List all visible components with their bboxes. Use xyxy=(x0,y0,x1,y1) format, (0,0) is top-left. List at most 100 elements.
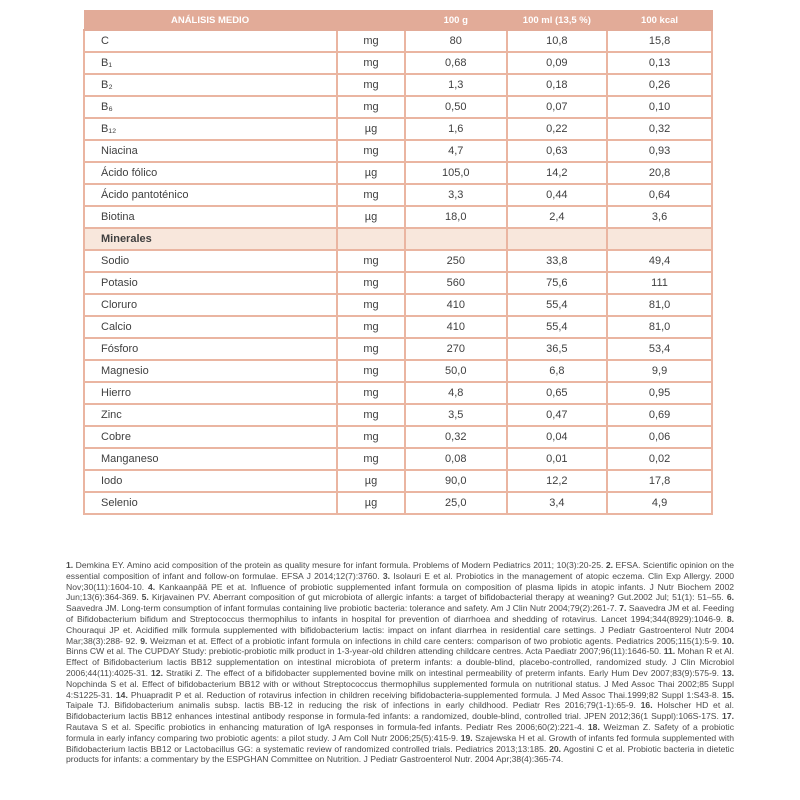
value-100g-cell: 3,5 xyxy=(403,403,508,427)
unit-cell: µg xyxy=(336,205,406,229)
table-row: Fósforo mg 270 36,5 53,4 xyxy=(82,337,713,361)
unit-cell: mg xyxy=(336,139,406,163)
table-row: Ácido fólico µg 105,0 14,2 20,8 xyxy=(82,161,713,185)
value-100g-cell: 0,32 xyxy=(403,425,508,449)
reference-number: 1. xyxy=(66,560,74,570)
reference-item: 18. Weizman Z. Safety of a probiotic for… xyxy=(66,721,734,743)
value-100g-cell: 250 xyxy=(403,249,508,273)
reference-item: 9. Weizman et at. Effect of a probiotic … xyxy=(140,635,723,646)
reference-item: 19. Szajewska H et al. Growth of infants… xyxy=(66,732,734,754)
reference-item: 16. Holscher HD et al. Bifidobacterium l… xyxy=(66,700,734,722)
nutrient-name-cell: Ácido pantoténico xyxy=(82,183,339,207)
unit-cell: mg xyxy=(336,95,406,119)
table-row: Niacina mg 4,7 0,63 0,93 xyxy=(82,139,713,163)
value-100g-cell: 4,8 xyxy=(403,381,508,405)
value-100kcal-cell: 0,02 xyxy=(606,447,713,471)
value-100g-cell: 25,0 xyxy=(403,491,508,515)
nutrient-name-cell: Iodo xyxy=(82,469,339,493)
nutrient-name-cell: Manganeso xyxy=(82,447,339,471)
unit-cell: µg xyxy=(336,117,406,141)
value-100ml-cell: 0,47 xyxy=(505,403,609,427)
value-100kcal-cell xyxy=(606,227,713,251)
value-100g-cell: 560 xyxy=(403,271,508,295)
value-100ml-cell: 0,65 xyxy=(505,381,609,405)
value-100g-cell: 50,0 xyxy=(403,359,508,383)
section-label: Minerales xyxy=(82,227,339,251)
nutrient-name-cell: Biotina xyxy=(82,205,339,229)
reference-item: 14. Phuapradit P et al. Reduction of rot… xyxy=(115,689,723,700)
reference-item: 11. Mohan R et Al. Effect of Bifidobacte… xyxy=(66,646,734,678)
reference-number: 16. xyxy=(640,700,653,711)
value-100g-cell: 410 xyxy=(403,293,508,317)
nutrient-name-cell: Magnesio xyxy=(82,359,339,383)
reference-item: 6. Saavedra JM. Long-term consumption of… xyxy=(66,592,734,614)
nutrient-name-cell: Hierro xyxy=(82,381,339,405)
value-100g-cell: 80 xyxy=(403,29,508,53)
value-100ml-cell: 2,4 xyxy=(505,205,609,229)
nutrient-name-cell: Niacina xyxy=(82,139,339,163)
reference-number: 2. xyxy=(605,560,614,570)
unit-cell: mg xyxy=(336,425,406,449)
nutrient-name-cell: Cloruro xyxy=(82,293,339,317)
reference-number: 6. xyxy=(726,592,734,603)
value-100ml-cell: 0,09 xyxy=(505,51,609,75)
unit-cell: mg xyxy=(336,381,406,405)
analysis-table: ANÁLISIS MEDIO 100 g 100 ml (13,5 %) 100… xyxy=(82,10,713,515)
reference-item: 12. Stratiki Z. The effect of a bifidoba… xyxy=(151,667,723,678)
value-100kcal-cell: 0,95 xyxy=(606,381,713,405)
value-100g-cell: 0,68 xyxy=(403,51,508,75)
table-row: B₁₂ µg 1,6 0,22 0,32 xyxy=(82,117,713,141)
unit-cell: mg xyxy=(336,183,406,207)
value-100kcal-cell: 81,0 xyxy=(606,293,713,317)
reference-number: 11. xyxy=(663,646,676,657)
value-100ml-cell: 0,44 xyxy=(505,183,609,207)
value-100ml-cell: 10,8 xyxy=(505,29,609,53)
value-100kcal-cell: 3,6 xyxy=(606,205,713,229)
nutrient-name-cell: Ácido fólico xyxy=(82,161,339,185)
reference-item: 13. Nopchinda S et al. Effect of bifidob… xyxy=(66,667,734,700)
reference-item: 5. Kirjavainen PV. Aberrant composition … xyxy=(141,592,727,603)
unit-cell: mg xyxy=(336,293,406,317)
reference-item: 8. Chouraqui JP et. Acidified milk formu… xyxy=(66,613,734,646)
unit-cell: mg xyxy=(336,51,406,75)
reference-item: 1. Demkina EY. Amino acid composition of… xyxy=(66,560,606,570)
unit-column-header xyxy=(336,10,406,31)
unit-cell: mg xyxy=(336,249,406,273)
value-100kcal-cell: 17,8 xyxy=(606,469,713,493)
value-100kcal-cell: 0,13 xyxy=(606,51,713,75)
nutrient-name-cell: C xyxy=(82,29,339,53)
value-100kcal-cell: 9,9 xyxy=(606,359,713,383)
value-100kcal-cell: 0,93 xyxy=(606,139,713,163)
reference-number: 13. xyxy=(722,667,734,678)
reference-number: 7. xyxy=(619,603,627,614)
value-100ml-cell: 0,01 xyxy=(505,447,609,471)
column-header-100kcal: 100 kcal xyxy=(606,10,713,31)
reference-number: 5. xyxy=(141,592,149,603)
value-100ml-cell: 55,4 xyxy=(505,315,609,339)
unit-cell: mg xyxy=(336,359,406,383)
value-100kcal-cell: 0,26 xyxy=(606,73,713,97)
value-100ml-cell: 0,18 xyxy=(505,73,609,97)
table-row: Cloruro mg 410 55,4 81,0 xyxy=(82,293,713,317)
reference-item: 2. EFSA. Scientific opinion on the essen… xyxy=(66,560,734,581)
table-title: ANÁLISIS MEDIO xyxy=(84,10,339,31)
table-row: Hierro mg 4,8 0,65 0,95 xyxy=(82,381,713,405)
table-header-row: ANÁLISIS MEDIO 100 g 100 ml (13,5 %) 100… xyxy=(84,10,713,31)
unit-cell: mg xyxy=(336,447,406,471)
section-header-row: Minerales xyxy=(82,227,713,251)
reference-number: 10. xyxy=(722,635,734,646)
unit-cell: mg xyxy=(336,73,406,97)
value-100kcal-cell: 0,64 xyxy=(606,183,713,207)
unit-cell: mg xyxy=(336,403,406,427)
value-100kcal-cell: 15,8 xyxy=(606,29,713,53)
table-row: Sodio mg 250 33,8 49,4 xyxy=(82,249,713,273)
unit-cell: mg xyxy=(336,337,406,361)
value-100kcal-cell: 0,06 xyxy=(606,425,713,449)
value-100kcal-cell: 0,32 xyxy=(606,117,713,141)
value-100kcal-cell: 111 xyxy=(606,271,713,295)
nutrient-name-cell: Fósforo xyxy=(82,337,339,361)
unit-cell: µg xyxy=(336,161,406,185)
reference-item: 7. Saavedra JM et al. Feeding of Bifidob… xyxy=(66,603,734,624)
